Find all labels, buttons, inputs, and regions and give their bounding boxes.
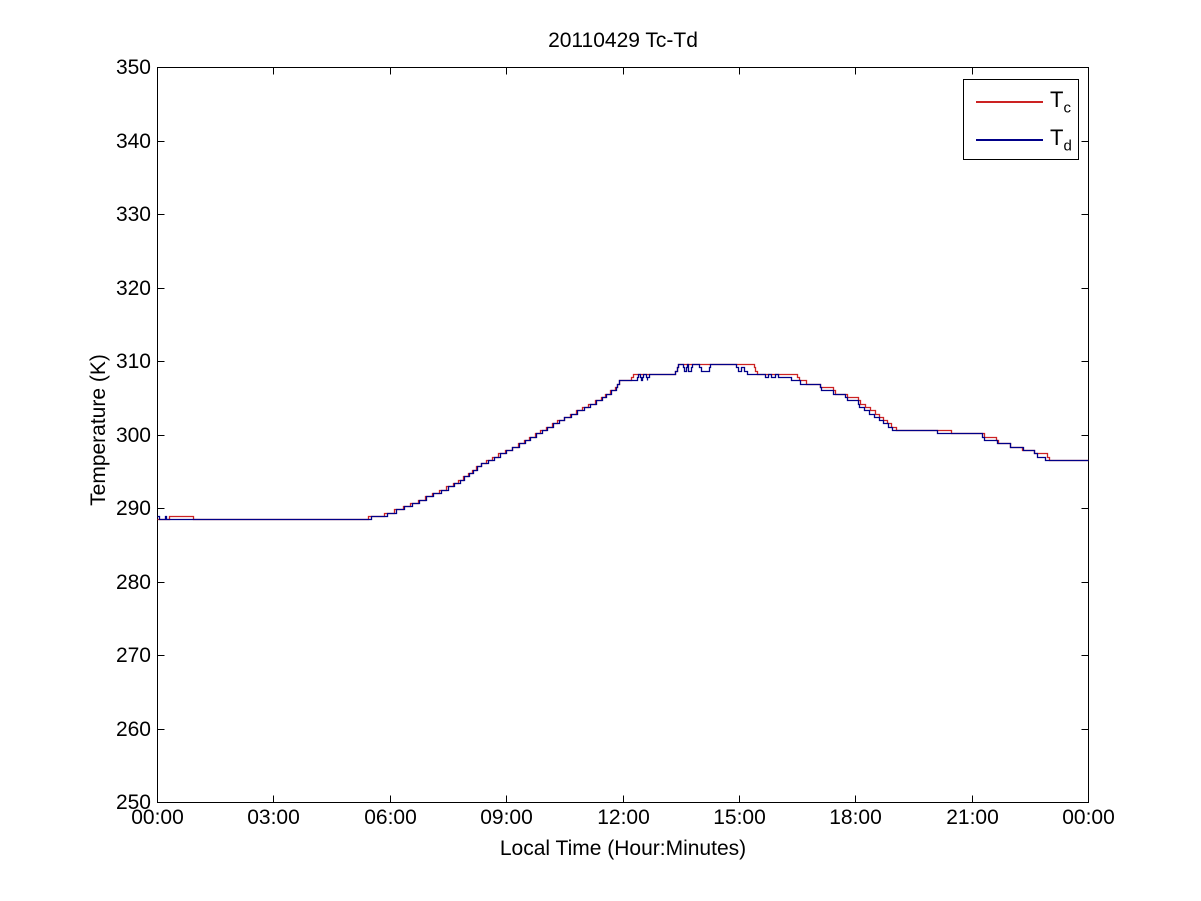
y-tick-label: 300 bbox=[115, 423, 151, 447]
x-axis-label: Local Time (Hour:Minutes) bbox=[499, 837, 747, 860]
x-tick-label: 18:00 bbox=[829, 806, 882, 829]
series-tc bbox=[157, 363, 1089, 521]
x-tick-label: 21:00 bbox=[946, 806, 999, 829]
y-tick-label: 260 bbox=[115, 717, 151, 741]
chart-title: 20110429 Tc-Td bbox=[548, 29, 698, 52]
x-tick-label: 15:00 bbox=[713, 806, 766, 829]
x-tick-label: 00:00 bbox=[1062, 806, 1115, 829]
legend-box: Tc Td bbox=[963, 79, 1079, 160]
x-tick-label: 03:00 bbox=[247, 806, 300, 829]
series-td bbox=[157, 363, 1089, 521]
y-tick-label: 350 bbox=[115, 55, 151, 79]
legend-td-line-sample bbox=[976, 139, 1043, 141]
legend-tc-label: Tc bbox=[1050, 87, 1071, 117]
y-tick-label: 320 bbox=[115, 276, 151, 300]
y-tick-label: 290 bbox=[115, 496, 151, 520]
legend-td-label: Td bbox=[1050, 125, 1072, 155]
tick-marks bbox=[157, 67, 1089, 803]
axes-box bbox=[157, 67, 1089, 803]
y-tick-label: 280 bbox=[115, 570, 151, 594]
x-tick-label: 09:00 bbox=[480, 806, 533, 829]
y-tick-label: 250 bbox=[115, 790, 151, 814]
y-tick-label: 330 bbox=[115, 202, 151, 226]
x-tick-label: 06:00 bbox=[364, 806, 417, 829]
x-tick-label: 00:00 bbox=[131, 806, 184, 829]
legend-tc-line-sample bbox=[976, 101, 1043, 103]
y-tick-label: 310 bbox=[115, 349, 151, 373]
y-tick-label: 340 bbox=[115, 129, 151, 153]
x-tick-label: 12:00 bbox=[597, 806, 650, 829]
y-tick-label: 270 bbox=[115, 643, 151, 667]
